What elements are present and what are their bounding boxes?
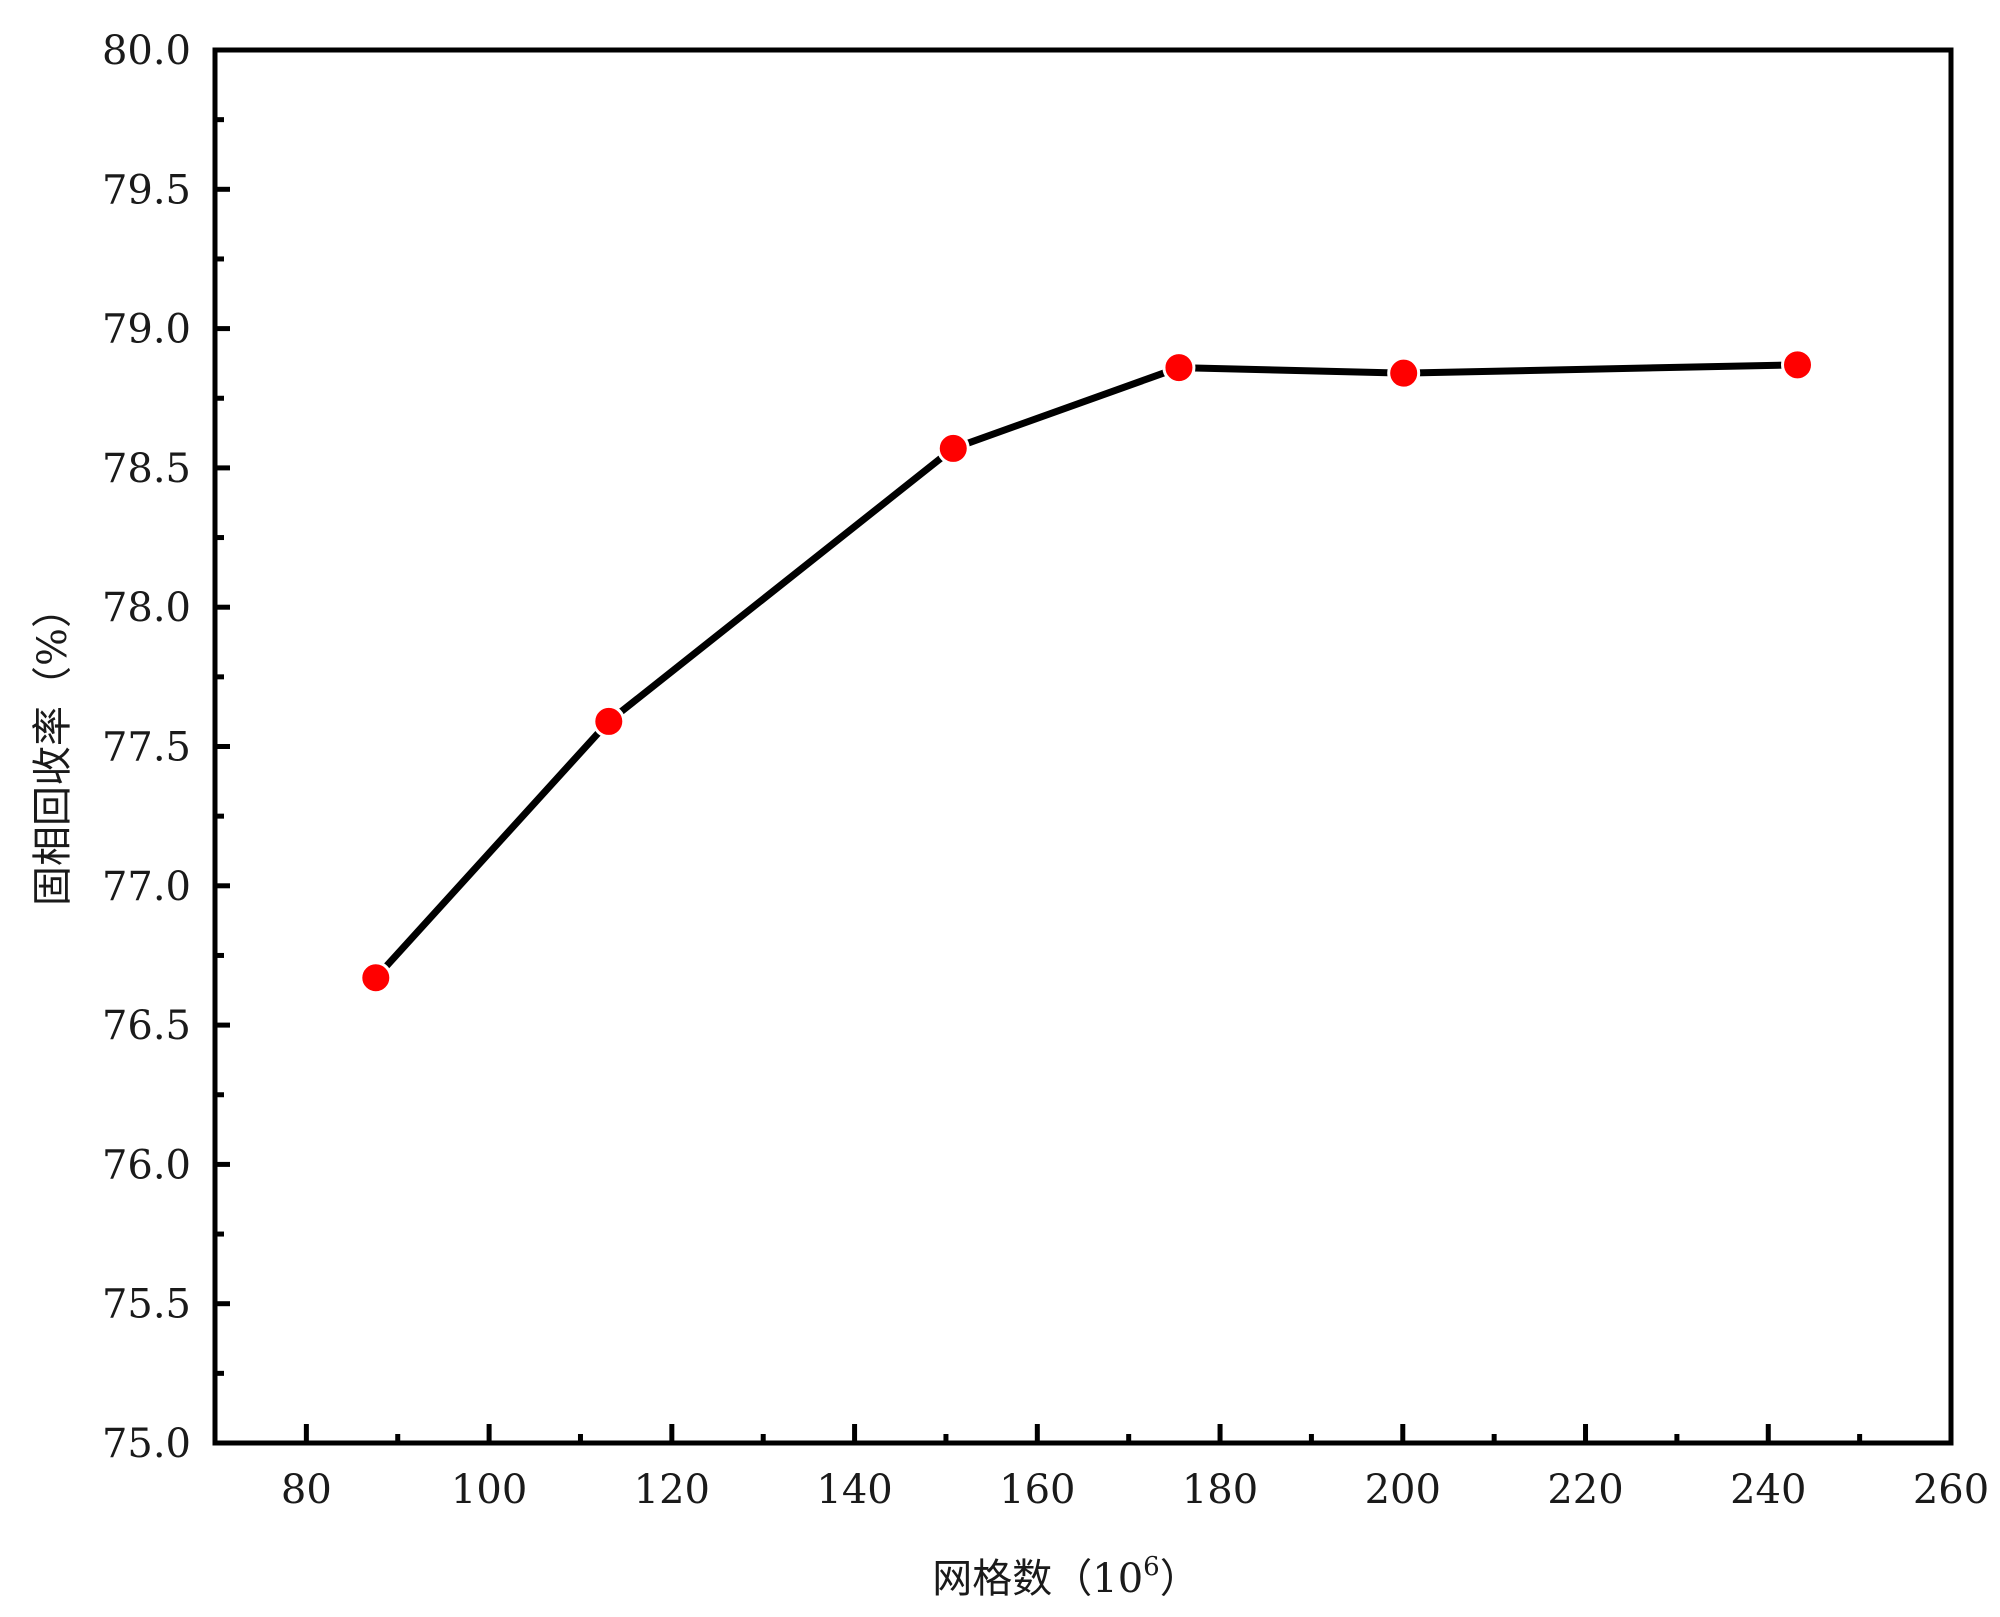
x-tick-label: 260 [1913,1467,1989,1513]
x-tick-label: 100 [451,1467,527,1513]
x-axis-label: 网格数（106） [932,1552,1199,1602]
x-tick-label: 160 [999,1467,1075,1513]
y-tick-label: 77.0 [102,864,191,910]
x-tick-label: 220 [1547,1467,1623,1513]
data-point [1387,356,1421,390]
x-axis-ticks [303,1424,1954,1443]
series-layer [359,348,1815,995]
y-tick-label: 76.0 [102,1142,191,1188]
y-tick-label: 75.5 [102,1282,191,1328]
y-axis-label: 固相回收率（%） [30,588,76,906]
y-tick-label: 78.0 [102,585,191,631]
x-tick-label: 200 [1365,1467,1441,1513]
x-axis-label-suffix: ） [1160,1556,1200,1602]
y-tick-label: 79.5 [102,167,191,213]
series-line [372,361,1802,982]
plot-area-frame [212,47,1954,1446]
y-tick-label: 78.5 [102,446,191,492]
y-tick-label: 80.0 [102,28,191,74]
y-axis-tick-labels: 75.0 75.5 76.0 76.5 77.0 77.5 78.0 78.5 79.0 79.5… [102,28,191,1467]
x-tick-label: 120 [634,1467,710,1513]
x-axis-tick-labels: 80 100 120 140 160 180 200 220 240 260 [281,1467,1989,1513]
y-tick-label: 79.0 [102,307,191,353]
x-tick-label: 240 [1730,1467,1806,1513]
y-tick-label: 76.5 [102,1003,191,1049]
data-point [1781,348,1815,382]
x-axis-label-exponent: 6 [1143,1552,1160,1582]
data-point [592,704,626,738]
x-tick-label: 80 [281,1467,332,1513]
y-tick-label: 75.0 [102,1421,191,1467]
data-point [1162,351,1196,385]
data-point [359,961,393,995]
data-point [936,431,970,465]
x-tick-label: 180 [1182,1467,1258,1513]
x-tick-label: 140 [816,1467,892,1513]
y-tick-label: 77.5 [102,725,191,771]
